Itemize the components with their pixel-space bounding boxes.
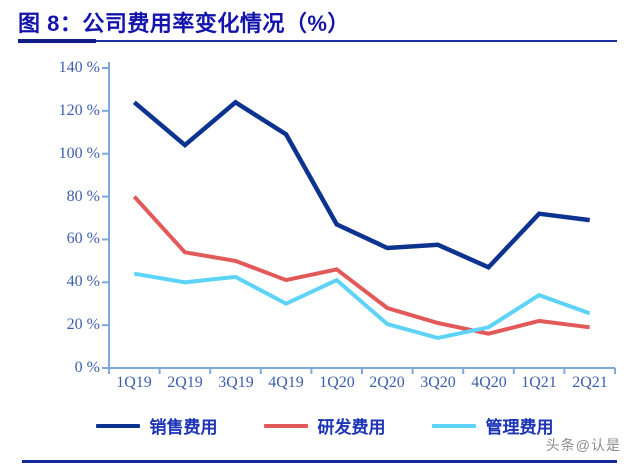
legend-label: 销售费用	[149, 418, 218, 437]
x-axis-label: 1Q20	[319, 374, 355, 391]
legend-item-admin-expense: 管理费用	[431, 413, 554, 438]
y-axis-label: 40 %	[66, 273, 100, 290]
y-axis-label: 120 %	[58, 102, 100, 119]
y-axis-label: 80 %	[66, 188, 100, 205]
x-axis-label: 2Q21	[572, 374, 608, 391]
x-axis-label: 1Q21	[521, 374, 557, 391]
y-axis-label: 20 %	[66, 316, 100, 333]
figure-title: 图 8：公司费用率变化情况（%）	[18, 11, 350, 36]
x-axis-label: 4Q19	[268, 374, 304, 391]
legend-item-sales-expense: 销售费用	[95, 413, 218, 438]
x-axis-label: 2Q20	[369, 374, 405, 391]
x-axis-label: 3Q20	[420, 374, 456, 391]
x-axis-label: 2Q19	[167, 374, 203, 391]
legend-label: 管理费用	[485, 418, 554, 437]
title-underline-accent	[18, 39, 96, 43]
figure-bottom-border	[22, 460, 617, 463]
y-axis-label: 140 %	[58, 59, 100, 76]
y-axis-label: 60 %	[66, 230, 100, 247]
admin-expense-line-swatch-icon	[431, 423, 476, 428]
chart-legend: 销售费用 研发费用 管理费用	[0, 413, 635, 438]
x-axis-label: 4Q20	[471, 374, 507, 391]
x-axis-label: 3Q19	[218, 374, 254, 391]
x-axis-label: 1Q19	[116, 374, 152, 391]
sales-expense-line-swatch-icon	[95, 423, 140, 428]
title-underline	[18, 40, 617, 42]
watermark: 头条@认是	[545, 437, 621, 453]
y-axis-label: 0 %	[74, 359, 100, 376]
y-axis-label: 100 %	[58, 145, 100, 162]
rd-expense-line-swatch-icon	[263, 423, 308, 428]
legend-item-rd-expense: 研发费用	[263, 413, 386, 438]
legend-label: 研发费用	[317, 418, 386, 437]
